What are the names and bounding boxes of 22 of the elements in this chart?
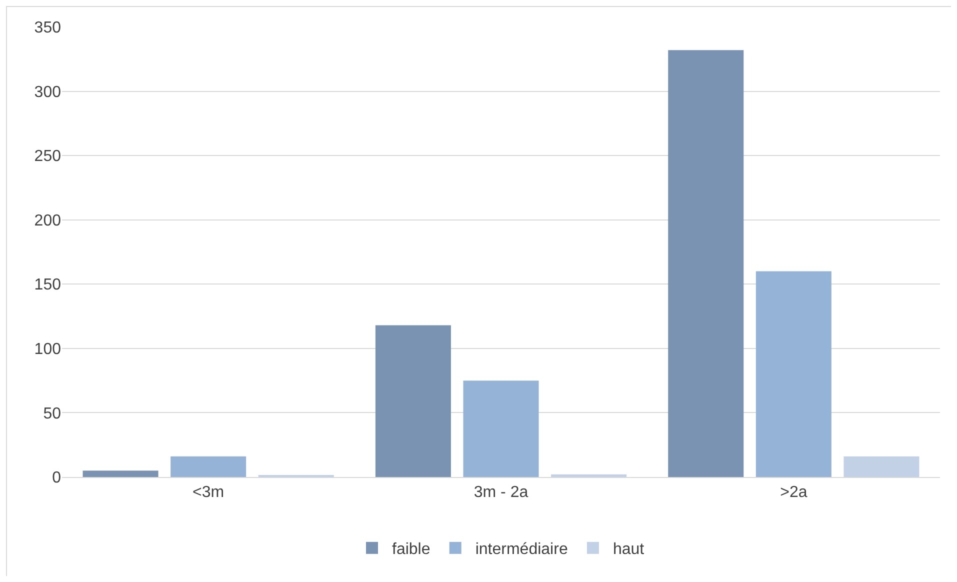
y-tick-label: 350	[34, 20, 62, 37]
bar	[375, 325, 451, 477]
y-tick-label: 300	[34, 84, 62, 101]
y-tick-label: 200	[34, 212, 62, 230]
y-tick-label: 150	[34, 276, 62, 294]
bar	[756, 271, 832, 477]
x-tick-label: 3m - 2a	[474, 484, 528, 502]
bar	[463, 380, 539, 477]
y-tick-label: 250	[34, 148, 62, 166]
legend-label: faible	[392, 541, 430, 558]
bar	[668, 50, 744, 477]
legend-label: haut	[612, 541, 645, 558]
bar	[551, 474, 627, 477]
y-tick-label: 50	[43, 405, 62, 422]
y-tick-label: 0	[52, 470, 62, 487]
legend-label: intermédiaire	[475, 541, 568, 558]
bar	[844, 456, 920, 477]
bar	[170, 456, 246, 477]
x-tick-label: >2a	[780, 484, 808, 502]
bar	[82, 470, 158, 477]
x-tick-label: <3m	[192, 484, 224, 502]
y-tick-label: 100	[34, 341, 62, 358]
